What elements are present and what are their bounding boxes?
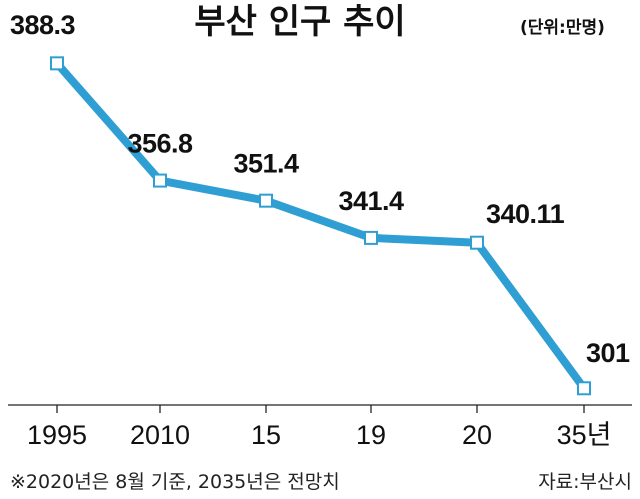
data-label: 301: [586, 338, 630, 368]
plot-area: 388.3 356.8 351.4 341.4 340.11 301: [10, 10, 631, 396]
data-point-marker: [259, 193, 273, 208]
data-point-marker: [577, 381, 591, 396]
chart-title: 부산 인구 추이: [194, 2, 405, 42]
data-point-marker: [153, 173, 167, 188]
source-label: 자료:부산시: [538, 471, 632, 493]
data-label: 340.11: [486, 199, 565, 229]
unit-label: (단위:만명): [520, 18, 605, 38]
footnote: ※2020년은 8월 기준, 2035년은 전망치: [10, 471, 340, 493]
x-tick-label: 2010: [130, 420, 190, 450]
data-point-marker: [470, 235, 484, 250]
data-label: 341.4: [338, 186, 404, 216]
x-tick-label: 35년: [557, 420, 612, 450]
x-tick-label: 1995: [27, 420, 87, 450]
data-label: 388.3: [10, 10, 76, 40]
x-tick-label: 19: [356, 420, 386, 450]
data-label: 351.4: [233, 149, 299, 179]
x-tick-label: 20: [462, 420, 492, 450]
x-tick-label: 15: [251, 420, 281, 450]
series-line: [53, 60, 588, 391]
x-axis-ticks: 1995 2010 15 19 20 35년: [27, 405, 611, 450]
data-point-marker: [50, 56, 64, 71]
data-point-marker: [364, 230, 378, 245]
data-label: 356.8: [127, 129, 193, 159]
